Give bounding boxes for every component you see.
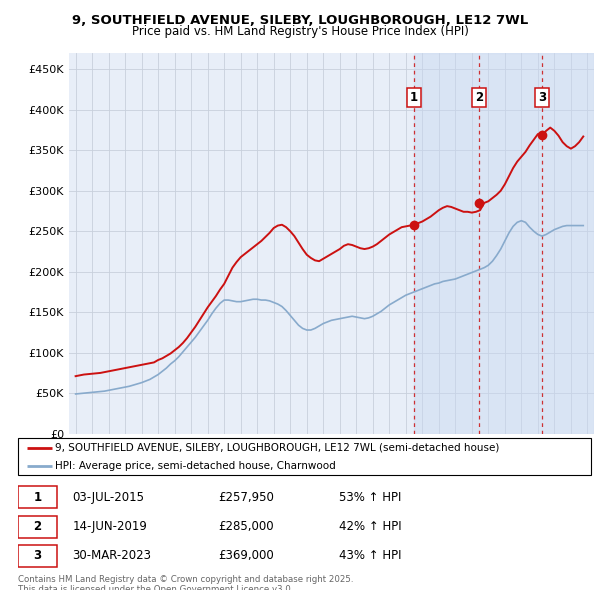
Text: £257,950: £257,950 [218, 491, 274, 504]
Text: 9, SOUTHFIELD AVENUE, SILEBY, LOUGHBOROUGH, LE12 7WL (semi-detached house): 9, SOUTHFIELD AVENUE, SILEBY, LOUGHBOROU… [55, 442, 500, 453]
Text: 1: 1 [410, 91, 418, 104]
Text: Contains HM Land Registry data © Crown copyright and database right 2025.
This d: Contains HM Land Registry data © Crown c… [18, 575, 353, 590]
Bar [414, 53, 594, 434]
Text: 14-JUN-2019: 14-JUN-2019 [73, 520, 148, 533]
Text: 2: 2 [34, 520, 41, 533]
Text: 43% ↑ HPI: 43% ↑ HPI [339, 549, 401, 562]
Text: £285,000: £285,000 [218, 520, 274, 533]
Text: Price paid vs. HM Land Registry's House Price Index (HPI): Price paid vs. HM Land Registry's House … [131, 25, 469, 38]
Text: 03-JUL-2015: 03-JUL-2015 [73, 491, 145, 504]
Text: 42% ↑ HPI: 42% ↑ HPI [339, 520, 401, 533]
FancyBboxPatch shape [18, 545, 57, 567]
Text: 1: 1 [34, 491, 41, 504]
Text: £369,000: £369,000 [218, 549, 274, 562]
Text: 3: 3 [538, 91, 546, 104]
Text: HPI: Average price, semi-detached house, Charnwood: HPI: Average price, semi-detached house,… [55, 461, 336, 471]
FancyBboxPatch shape [18, 438, 591, 475]
Text: 9, SOUTHFIELD AVENUE, SILEBY, LOUGHBOROUGH, LE12 7WL: 9, SOUTHFIELD AVENUE, SILEBY, LOUGHBOROU… [72, 14, 528, 27]
Text: 2: 2 [475, 91, 484, 104]
Text: 53% ↑ HPI: 53% ↑ HPI [339, 491, 401, 504]
FancyBboxPatch shape [18, 516, 57, 537]
FancyBboxPatch shape [18, 486, 57, 508]
Text: 30-MAR-2023: 30-MAR-2023 [73, 549, 151, 562]
Text: 3: 3 [34, 549, 41, 562]
